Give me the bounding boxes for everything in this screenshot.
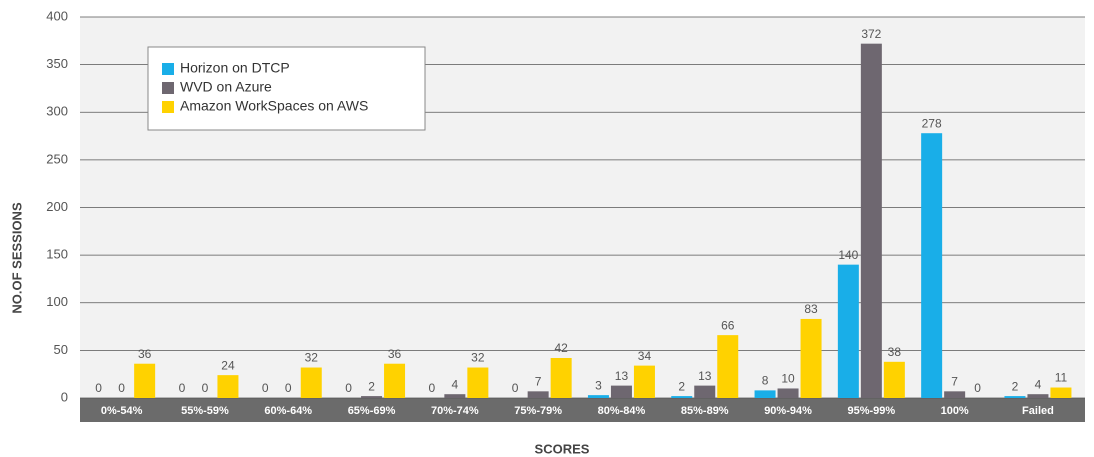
value-label: 7 xyxy=(535,375,542,389)
value-label: 32 xyxy=(471,351,485,365)
value-label: 140 xyxy=(838,248,858,262)
bar xyxy=(717,335,739,398)
y-axis-title: NO.OF SESSIONS xyxy=(9,202,24,314)
value-label: 0 xyxy=(285,381,292,395)
x-tick-label: 85%-89% xyxy=(681,405,729,417)
y-tick-label: 50 xyxy=(54,342,68,357)
bar xyxy=(777,388,799,398)
x-tick-label: 90%-94% xyxy=(764,405,812,417)
value-label: 0 xyxy=(345,381,352,395)
x-tick-label: 75%-79% xyxy=(514,405,562,417)
bar xyxy=(1050,387,1072,398)
bar xyxy=(671,396,693,398)
x-tick-label: 55%-59% xyxy=(181,405,229,417)
y-tick-label: 200 xyxy=(46,199,68,214)
x-tick-label: Failed xyxy=(1022,405,1054,417)
bar xyxy=(550,357,572,398)
bar xyxy=(1004,396,1026,398)
legend-swatch xyxy=(162,63,174,75)
y-tick-label: 350 xyxy=(46,56,68,71)
value-label: 4 xyxy=(1035,377,1042,391)
bar xyxy=(527,391,549,398)
value-label: 0 xyxy=(512,381,519,395)
value-label: 38 xyxy=(888,345,902,359)
value-label: 13 xyxy=(615,369,629,383)
legend-swatch xyxy=(162,101,174,113)
y-tick-label: 100 xyxy=(46,294,68,309)
bar xyxy=(837,264,859,398)
bar xyxy=(444,394,466,398)
bar xyxy=(217,375,239,398)
value-label: 34 xyxy=(638,349,652,363)
value-label: 7 xyxy=(951,375,958,389)
y-tick-label: 0 xyxy=(61,389,68,404)
x-tick-label: 70%-74% xyxy=(431,405,479,417)
value-label: 2 xyxy=(678,379,685,393)
value-label: 0 xyxy=(429,381,436,395)
bar xyxy=(944,391,966,398)
x-tick-label: 95%-99% xyxy=(847,405,895,417)
legend-label: Horizon on DTCP xyxy=(180,60,290,76)
bar xyxy=(467,367,489,398)
value-label: 66 xyxy=(721,318,735,332)
value-label: 8 xyxy=(762,374,769,388)
y-tick-label: 150 xyxy=(46,247,68,262)
value-label: 24 xyxy=(221,358,235,372)
value-label: 0 xyxy=(118,381,125,395)
y-tick-label: 250 xyxy=(46,151,68,166)
bar xyxy=(610,385,632,398)
bar xyxy=(883,361,905,398)
value-label: 278 xyxy=(922,116,942,130)
bar xyxy=(633,365,655,398)
legend-label: WVD on Azure xyxy=(180,79,272,95)
bar xyxy=(361,396,383,398)
bar xyxy=(134,363,156,398)
value-label: 372 xyxy=(861,27,881,41)
value-label: 10 xyxy=(781,372,795,386)
x-tick-label: 100% xyxy=(941,405,969,417)
bar xyxy=(587,395,609,398)
y-tick-label: 400 xyxy=(46,8,68,23)
value-label: 0 xyxy=(179,381,186,395)
bar xyxy=(754,390,776,398)
value-label: 3 xyxy=(595,378,602,392)
x-tick-label: 80%-84% xyxy=(598,405,646,417)
value-label: 11 xyxy=(1055,371,1068,385)
bar xyxy=(860,43,882,399)
value-label: 0 xyxy=(202,381,209,395)
x-axis-band xyxy=(80,398,1085,422)
x-axis-title: SCORES xyxy=(535,441,590,456)
value-label: 4 xyxy=(452,377,459,391)
bar xyxy=(800,318,822,398)
value-label: 0 xyxy=(262,381,269,395)
bar xyxy=(921,133,943,398)
bar xyxy=(384,363,406,398)
value-label: 0 xyxy=(95,381,102,395)
y-tick-label: 300 xyxy=(46,104,68,119)
value-label: 13 xyxy=(698,369,712,383)
value-label: 83 xyxy=(804,302,818,316)
x-tick-label: 0%-54% xyxy=(101,405,143,417)
value-label: 42 xyxy=(554,341,568,355)
x-tick-label: 60%-64% xyxy=(264,405,312,417)
legend-swatch xyxy=(162,82,174,94)
value-label: 36 xyxy=(388,347,402,361)
legend-box xyxy=(147,46,426,131)
bar xyxy=(1027,394,1049,398)
legend-label: Amazon WorkSpaces on AWS xyxy=(180,98,368,114)
x-tick-label: 65%-69% xyxy=(348,405,396,417)
bar xyxy=(694,385,716,398)
value-label: 2 xyxy=(368,379,375,393)
value-label: 0 xyxy=(974,381,981,395)
bar xyxy=(300,367,322,398)
value-label: 32 xyxy=(305,351,319,365)
value-label: 2 xyxy=(1012,379,1019,393)
value-label: 36 xyxy=(138,347,152,361)
